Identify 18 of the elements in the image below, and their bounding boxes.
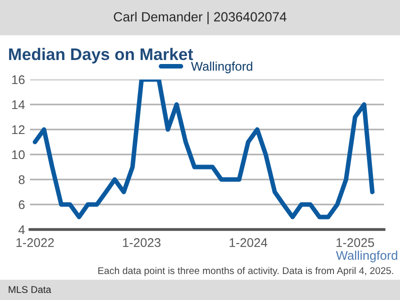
line-series (32, 80, 375, 220)
text: MLS Data (8, 286, 52, 294)
text: Carl Demander | 2036402074 (114, 12, 286, 24)
text: Wallingford (336, 250, 398, 262)
x-tick-label: 1-2023 (123, 238, 160, 248)
y-tick-label: 4 (18, 225, 25, 234)
legend-label: Wallingford (191, 62, 252, 74)
y-tick-label: 12 (12, 125, 25, 134)
x-tick-label: 1-2025 (336, 238, 374, 248)
y-tick-label: 8 (18, 175, 25, 184)
x-tick-label: 1-2022 (16, 238, 54, 248)
y-tick-label: 14 (12, 100, 25, 110)
y-tick-label: 16 (12, 75, 25, 84)
y-tick-label: 10 (12, 150, 25, 160)
y-tick-label: 6 (18, 200, 25, 210)
chart-title: Median Days on Market (9, 48, 194, 64)
text: Each data point is three months of activity. Data is from April 4, 2025. (98, 266, 394, 276)
x-tick-label: 1-2024 (230, 238, 268, 248)
